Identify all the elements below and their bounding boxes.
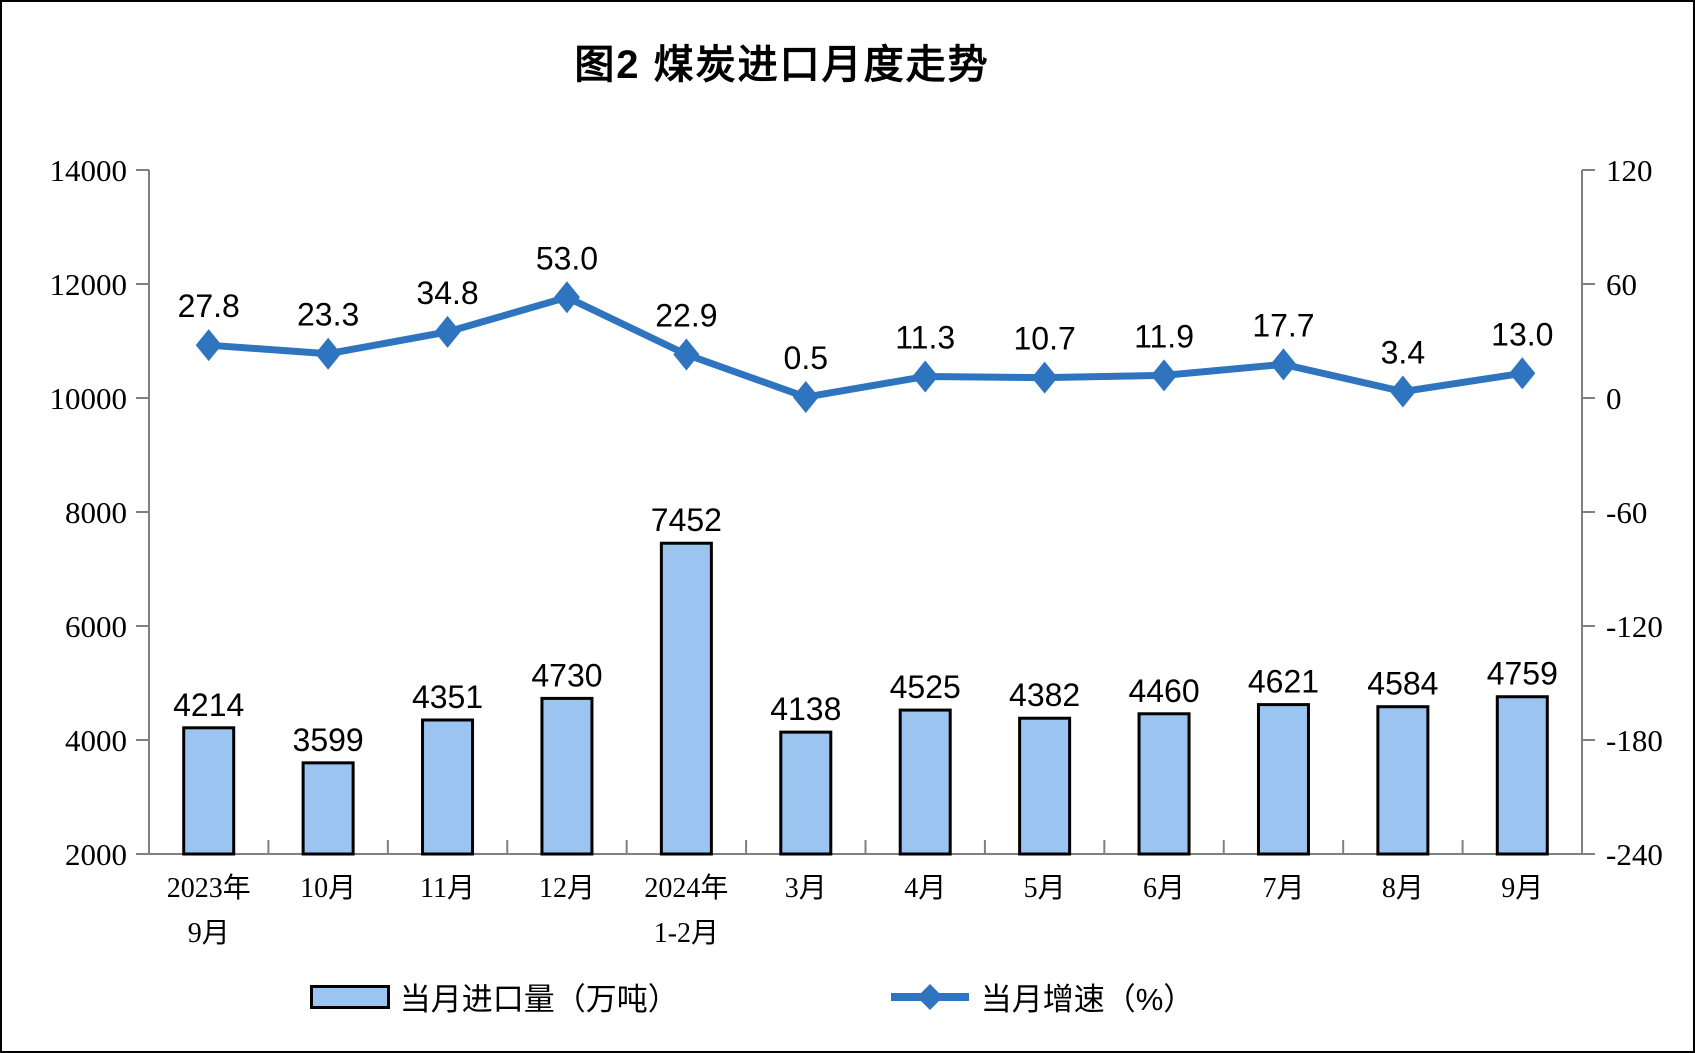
line-marker	[315, 337, 342, 370]
left-axis-tick-label: 6000	[65, 609, 127, 644]
bar	[182, 726, 236, 856]
growth-line	[205, 293, 1526, 401]
bar	[540, 696, 594, 856]
line-series-swatch	[890, 983, 969, 1010]
line-value-label: 22.9	[655, 297, 717, 333]
legend-line-marker	[916, 983, 943, 1010]
bar-value-label: 4460	[1128, 673, 1199, 709]
bar-value-label: 7452	[651, 502, 722, 538]
bar	[1376, 705, 1430, 856]
line-marker	[1389, 375, 1416, 408]
line-value-label: 11.3	[895, 320, 955, 356]
left-axis-tick-label: 2000	[65, 837, 127, 872]
line-marker	[434, 315, 461, 348]
bar-value-label: 4382	[1009, 677, 1080, 713]
line-marker	[195, 329, 222, 362]
bar-value-label: 4584	[1367, 666, 1438, 702]
bar	[421, 718, 475, 856]
line-value-label: 34.8	[416, 275, 478, 311]
bar	[1137, 712, 1191, 856]
line-value-label: 0.5	[784, 340, 828, 376]
line-value-label: 10.7	[1013, 321, 1075, 357]
legend-line-label: 当月增速（%）	[980, 982, 1195, 1017]
right-axis-tick-label: -180	[1606, 723, 1663, 758]
bar-value-label: 4214	[173, 687, 244, 723]
legend-item-import-volume: 当月进口量（万吨）	[309, 974, 679, 1019]
x-category-label: 12月	[539, 873, 595, 904]
bar	[301, 761, 355, 856]
bar-series-swatch	[309, 984, 390, 1009]
bar-value-label: 4351	[412, 679, 483, 715]
legend: 当月进口量（万吨） 当月增速（%）	[2, 974, 1502, 1019]
left-axis-tick-label: 12000	[50, 267, 128, 302]
plot-area: 2000 4000 6000 8000 10000 12000 14000 -240 -180 -…	[50, 153, 1663, 949]
chart-title: 图2 煤炭进口月度走势	[574, 43, 990, 87]
x-category-label: 10月	[300, 873, 356, 904]
bar	[779, 730, 833, 856]
right-axis-tick-label: -60	[1606, 495, 1647, 530]
x-category-label: 9月	[188, 918, 230, 949]
right-axis-tick-label: 60	[1606, 267, 1637, 302]
right-axis-tick-label: 0	[1606, 381, 1622, 416]
bar-value-label: 4759	[1487, 656, 1558, 692]
right-axis-tick-label: 120	[1606, 153, 1653, 188]
line-value-label: 17.7	[1252, 307, 1314, 343]
x-category-label: 2024年	[644, 872, 728, 904]
x-category-label: 7月	[1262, 873, 1304, 904]
x-category-label: 9月	[1501, 873, 1543, 904]
line-marker	[1509, 357, 1536, 390]
line-marker	[553, 281, 580, 314]
bar-value-label: 3599	[293, 722, 364, 758]
bar-value-label: 4138	[770, 691, 841, 727]
x-category-label: 6月	[1143, 873, 1185, 904]
line-marker	[673, 338, 700, 371]
bar	[898, 708, 952, 856]
x-category-label: 1-2月	[654, 918, 719, 949]
bar-value-label: 4525	[890, 669, 961, 705]
right-axis-tick-label: -120	[1606, 609, 1663, 644]
bar-value-label: 4621	[1248, 664, 1319, 700]
line-marker	[1151, 359, 1178, 392]
line-value-label: 11.9	[1134, 318, 1194, 354]
line-marker	[1031, 361, 1058, 394]
x-category-label: 3月	[785, 873, 827, 904]
line-marker	[1270, 348, 1297, 381]
line-value-label: 13.0	[1491, 316, 1553, 352]
left-axis-tick-label: 10000	[50, 381, 128, 416]
x-category-label: 5月	[1024, 873, 1066, 904]
legend-bar-label: 当月进口量（万吨）	[399, 982, 679, 1017]
right-axis-tick-label: -240	[1606, 837, 1663, 872]
x-category-label: 4月	[904, 873, 946, 904]
line-marker	[792, 381, 819, 414]
x-category-label: 2023年	[167, 872, 251, 904]
bar	[1256, 703, 1310, 856]
bar-value-label: 4730	[531, 657, 602, 693]
x-category-label: 11月	[420, 873, 475, 904]
bar	[1018, 716, 1072, 856]
line-value-label: 53.0	[536, 240, 598, 276]
line-value-label: 27.8	[178, 288, 240, 324]
legend-item-growth-rate: 当月增速（%）	[889, 974, 1195, 1019]
left-axis-tick-label: 8000	[65, 495, 127, 530]
line-value-label: 3.4	[1381, 335, 1425, 371]
line-value-label: 23.3	[297, 297, 359, 333]
left-axis-tick-label: 14000	[50, 153, 128, 188]
left-axis-tick-label: 4000	[65, 723, 127, 758]
x-category-label: 8月	[1382, 873, 1424, 904]
bar	[1495, 695, 1549, 856]
line-marker	[912, 360, 939, 393]
bar	[659, 541, 713, 856]
